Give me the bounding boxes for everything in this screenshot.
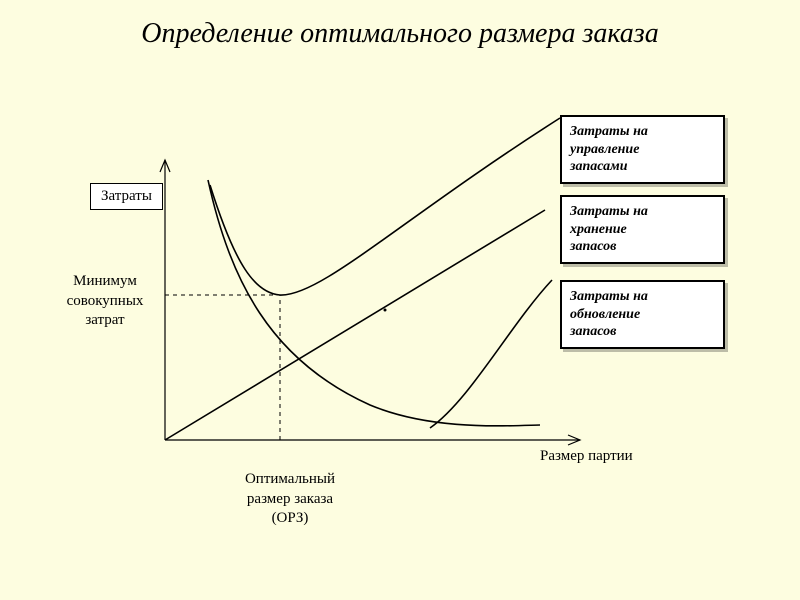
legend-total-cost: Затраты науправлениезапасами — [560, 115, 725, 184]
legend-holding-cost: Затраты нахранениезапасов — [560, 195, 725, 264]
x-axis-label: Размер партии — [540, 448, 633, 465]
y-axis-label: Затраты — [90, 183, 163, 210]
legend-ordering-cost: Затраты наобновлениезапасов — [560, 280, 725, 349]
eoq-label: Оптимальныйразмер заказа(ОРЗ) — [215, 470, 365, 529]
curve-ordering — [208, 180, 540, 426]
curve-total — [210, 118, 560, 295]
min-cost-label: Минимумсовокупныхзатрат — [50, 272, 160, 331]
curve-righttail — [430, 280, 552, 428]
curve-holding — [165, 210, 545, 440]
marker-dot — [384, 309, 387, 312]
